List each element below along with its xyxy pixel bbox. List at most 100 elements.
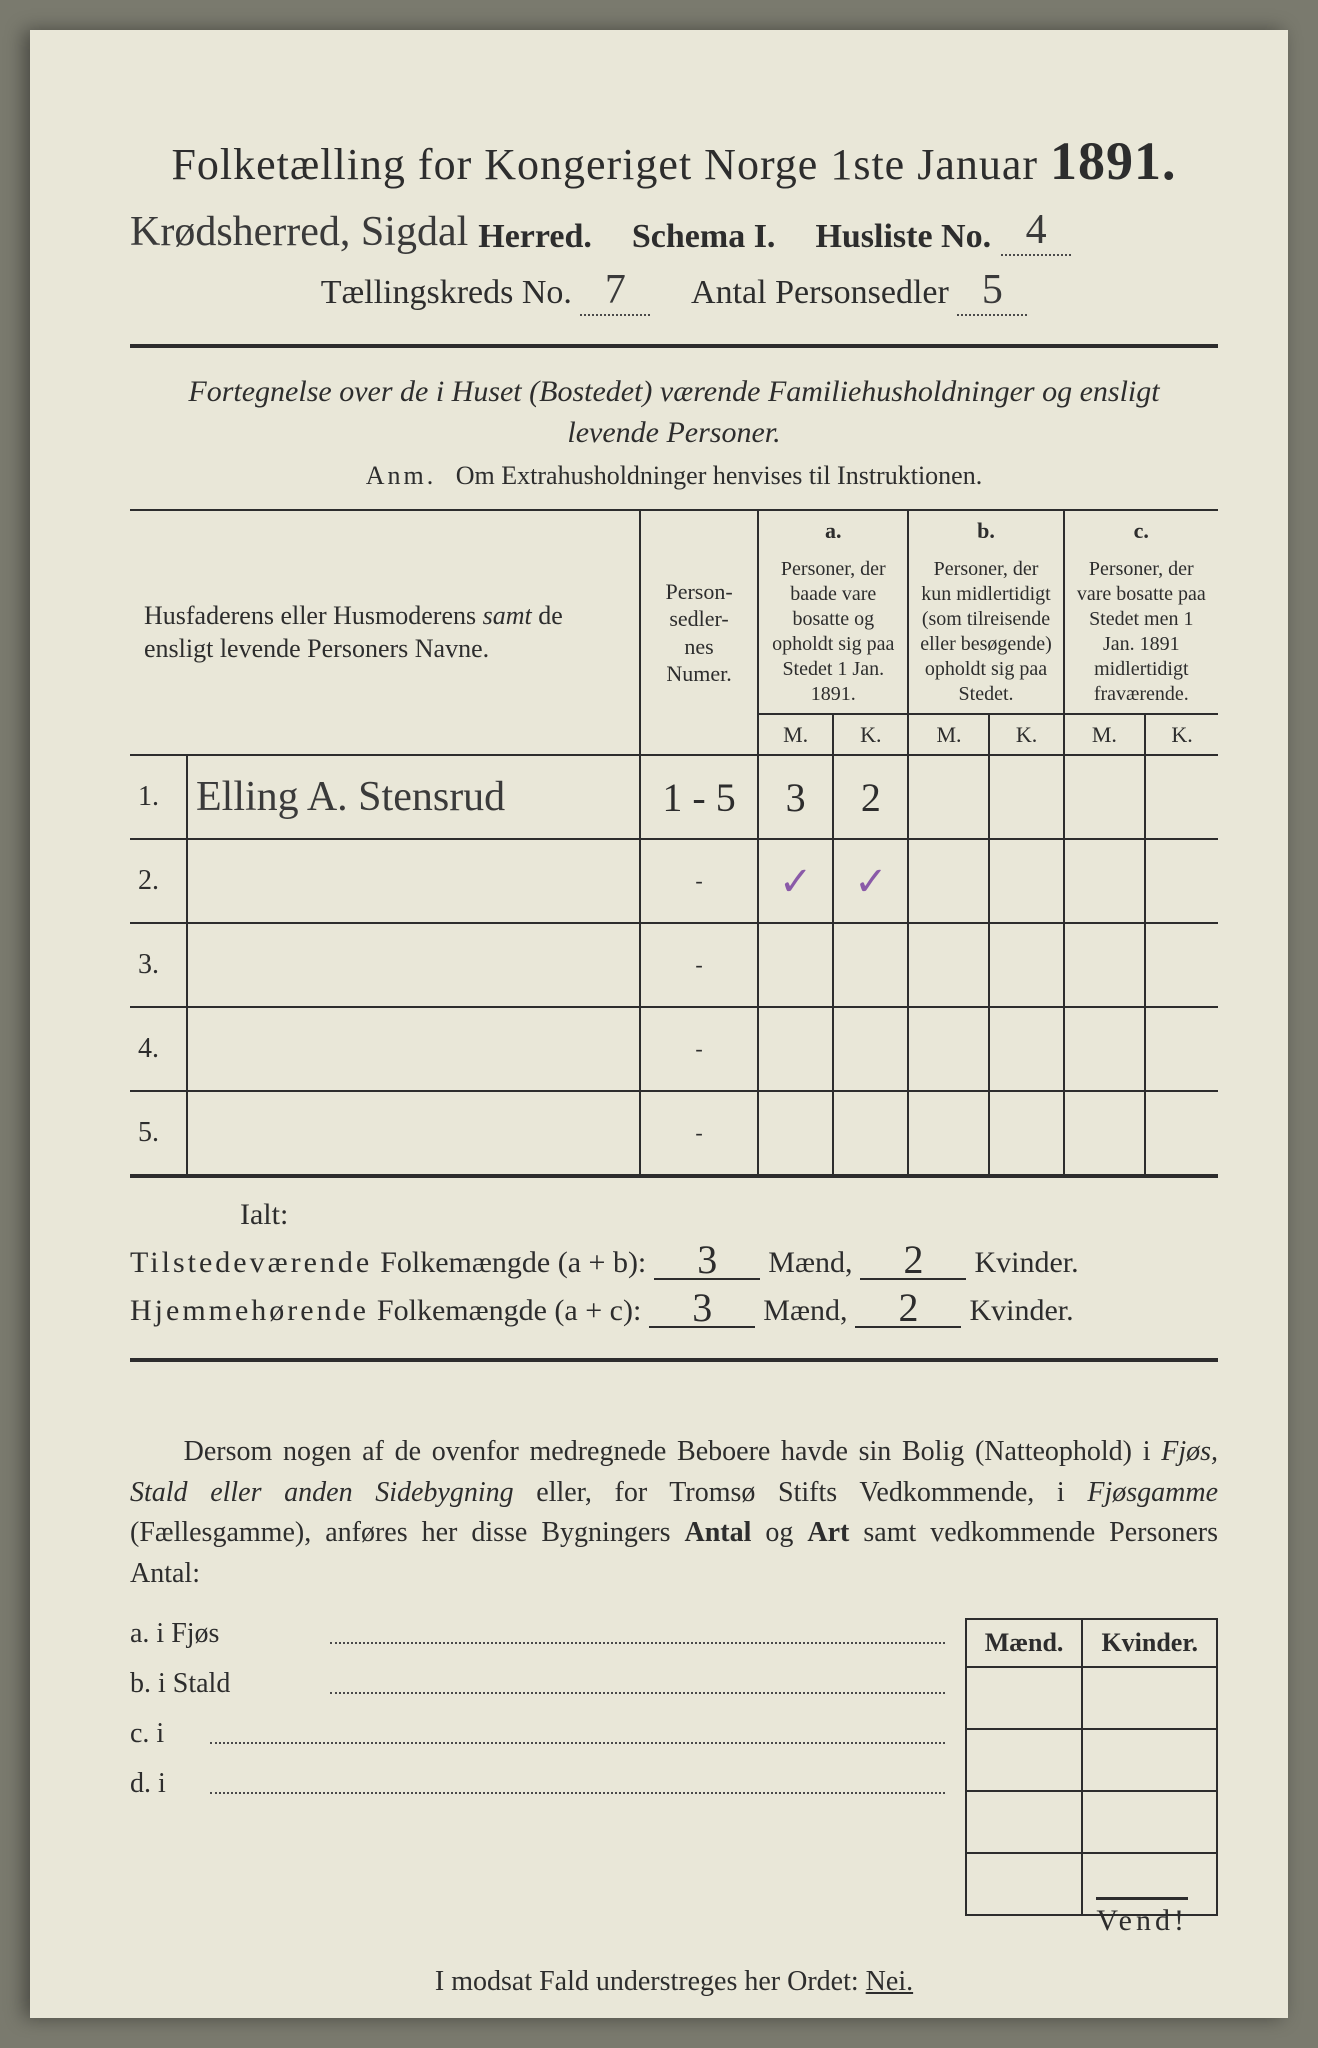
cell-c-m bbox=[1064, 839, 1146, 923]
antal-no: 5 bbox=[957, 266, 1027, 316]
abcd-list: a. i Fjøs b. i Stald c. i d. i bbox=[130, 1618, 945, 1818]
side-building-paragraph: Dersom nogen af de ovenfor medregnede Be… bbox=[130, 1432, 1218, 1594]
cell-a-k bbox=[833, 1091, 908, 1176]
col-b-text: Personer, der kun midlertidigt (som tilr… bbox=[908, 551, 1063, 714]
col-c-head: c. bbox=[1064, 510, 1218, 551]
hjemme-line: Hjemmehørende Folkemængde (a + c): 3 Mæn… bbox=[130, 1290, 1218, 1328]
col-nummer: Person-sedler-nesNumer. bbox=[640, 510, 758, 755]
mk-cell bbox=[1082, 1729, 1217, 1791]
tilstede-m: 3 bbox=[654, 1242, 760, 1280]
cell-a-k: 2 bbox=[833, 755, 908, 839]
tilstede-k: 2 bbox=[860, 1242, 966, 1280]
row-num: 5. bbox=[130, 1091, 187, 1176]
mk-table: Mænd. Kvinder. bbox=[965, 1618, 1218, 1916]
cell-b-k bbox=[989, 755, 1063, 839]
nei-line: I modsat Fald understreges her Ordet: Ne… bbox=[130, 1966, 1218, 1998]
cell-a-k: ✓ bbox=[833, 839, 908, 923]
c-k: K. bbox=[1145, 714, 1218, 756]
hjemme-a: Hjemmehørende bbox=[130, 1294, 369, 1328]
schema-label: Schema I. bbox=[632, 218, 776, 256]
abcd-label: c. i bbox=[130, 1718, 210, 1750]
cell-b-k bbox=[989, 1091, 1063, 1176]
census-table: Husfaderens eller Husmode­rens samt de e… bbox=[130, 509, 1218, 1178]
title-year: 1891. bbox=[1050, 131, 1177, 191]
cell-c-k bbox=[1145, 839, 1218, 923]
mk-cell bbox=[1082, 1667, 1217, 1729]
mk-cell bbox=[966, 1667, 1083, 1729]
b-m: M. bbox=[908, 714, 989, 756]
row-nummer: - bbox=[640, 1091, 758, 1176]
table-row: 3. - bbox=[130, 923, 1218, 1007]
mk-cell bbox=[966, 1853, 1083, 1915]
cell-a-m bbox=[758, 1091, 833, 1176]
antal-label: Antal Personsedler bbox=[691, 274, 949, 311]
cell-c-k bbox=[1145, 923, 1218, 1007]
dotted-line bbox=[210, 1742, 945, 1744]
mk-kvinder: Kvinder. bbox=[1082, 1619, 1217, 1667]
tilstede-line: Tilstedeværende Folkemængde (a + b): 3 M… bbox=[130, 1242, 1218, 1280]
cell-c-k bbox=[1145, 1091, 1218, 1176]
row-nummer: 1 - 5 bbox=[640, 755, 758, 839]
nei-pre: I modsat Fald understreges her Ordet: bbox=[435, 1966, 866, 1997]
kreds-no: 7 bbox=[580, 266, 650, 316]
cell-b-m bbox=[908, 1091, 989, 1176]
dotted-line bbox=[330, 1692, 945, 1694]
list-item: b. i Stald bbox=[130, 1668, 945, 1700]
husliste-label: Husliste No. bbox=[815, 218, 991, 256]
herred-label: Herred. bbox=[478, 218, 592, 256]
cell-a-m bbox=[758, 1007, 833, 1091]
header-line-kreds: Tællingskreds No. 7 Antal Personsedler 5 bbox=[130, 266, 1218, 316]
cell-c-m bbox=[1064, 1007, 1146, 1091]
a-k: K. bbox=[833, 714, 908, 756]
subtitle-line1: Fortegnelse over de i Huset (Bostedet) v… bbox=[188, 375, 1159, 408]
anm-line: Anm. Om Extrahusholdninger henvises til … bbox=[130, 461, 1218, 491]
cell-b-k bbox=[989, 1007, 1063, 1091]
abcd-label: a. i Fjøs bbox=[130, 1618, 330, 1650]
divider-mid bbox=[130, 1358, 1218, 1362]
table-row: 5. - bbox=[130, 1091, 1218, 1176]
row-nummer: - bbox=[640, 1007, 758, 1091]
row-nummer: - bbox=[640, 839, 758, 923]
mk-maend: Mænd. bbox=[966, 1619, 1083, 1667]
abcd-label: b. i Stald bbox=[130, 1668, 330, 1700]
maend-label: Mænd, bbox=[768, 1246, 852, 1280]
table-row: 1. Elling A. Stensrud 1 - 5 3 2 bbox=[130, 755, 1218, 839]
cell-a-m: 3 bbox=[758, 755, 833, 839]
mk-cell bbox=[1082, 1791, 1217, 1853]
col-a-text: Personer, der baade vare bosatte og opho… bbox=[758, 551, 908, 714]
row-name: Elling A. Stensrud bbox=[196, 774, 505, 820]
tilstede-b: Folkemængde (a + b): bbox=[380, 1246, 646, 1280]
subtitle-line2: levende Personer. bbox=[567, 416, 780, 449]
row-num: 3. bbox=[130, 923, 187, 1007]
row-num: 1. bbox=[130, 755, 187, 839]
list-item: d. i bbox=[130, 1768, 945, 1800]
husliste-no: 4 bbox=[1001, 206, 1071, 256]
c-m: M. bbox=[1064, 714, 1146, 756]
list-item: a. i Fjøs bbox=[130, 1618, 945, 1650]
cell-b-m bbox=[908, 923, 989, 1007]
table-row: 4. - bbox=[130, 1007, 1218, 1091]
anm-text: Om Extrahusholdninger henvises til Instr… bbox=[456, 461, 982, 490]
dotted-line bbox=[330, 1642, 945, 1644]
cell-b-m bbox=[908, 755, 989, 839]
col-c-text: Personer, der vare bosatte paa Stedet me… bbox=[1064, 551, 1218, 714]
cell-c-m bbox=[1064, 1091, 1146, 1176]
divider-top bbox=[130, 344, 1218, 348]
row-nummer: - bbox=[640, 923, 758, 1007]
cell-a-k bbox=[833, 923, 908, 1007]
tilstede-a: Tilstedeværende bbox=[130, 1246, 372, 1280]
cell-c-k bbox=[1145, 755, 1218, 839]
cell-a-k bbox=[833, 1007, 908, 1091]
row-num: 4. bbox=[130, 1007, 187, 1091]
mk-cell bbox=[966, 1791, 1083, 1853]
cell-c-m bbox=[1064, 755, 1146, 839]
cell-c-k bbox=[1145, 1007, 1218, 1091]
side-building-section: a. i Fjøs b. i Stald c. i d. i Mænd. Kvi… bbox=[130, 1618, 1218, 1916]
a-m: M. bbox=[758, 714, 833, 756]
b-k: K. bbox=[989, 714, 1063, 756]
abcd-label: d. i bbox=[130, 1768, 210, 1800]
hjemme-b: Folkemængde (a + c): bbox=[377, 1294, 641, 1328]
cell-b-k bbox=[989, 839, 1063, 923]
subtitle: Fortegnelse over de i Huset (Bostedet) v… bbox=[130, 372, 1218, 453]
table-row: 2. - ✓ ✓ bbox=[130, 839, 1218, 923]
